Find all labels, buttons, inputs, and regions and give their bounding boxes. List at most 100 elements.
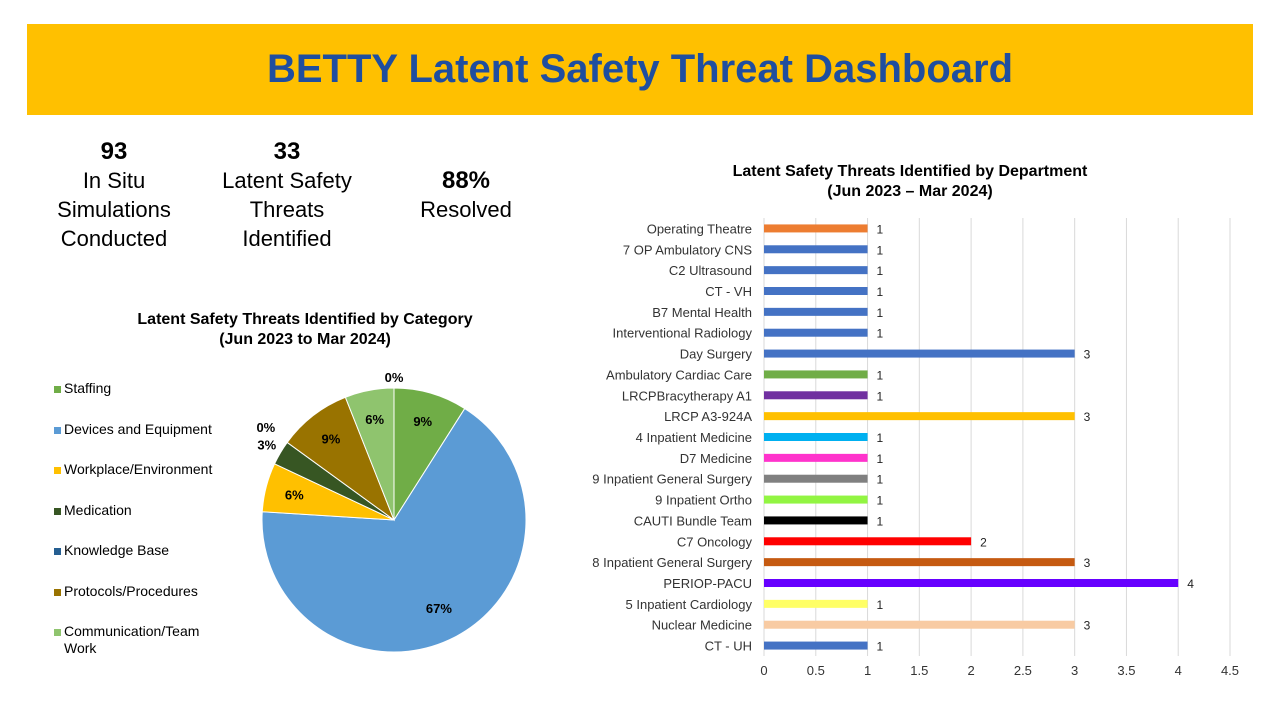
stat-label-line: Identified: [242, 226, 332, 251]
stat-simulations: 93 In Situ Simulations Conducted: [44, 137, 184, 253]
pie-slice: [344, 387, 395, 521]
stat-threats: 33 Latent Safety Threats Identified: [207, 137, 367, 253]
y-category-label: 5 Inpatient Cardiology: [626, 597, 753, 612]
x-tick-label: 3.5: [1117, 663, 1135, 678]
y-category-label: 9 Inpatient General Surgery: [592, 472, 752, 487]
x-tick-label: 4.5: [1221, 663, 1239, 678]
bar: [764, 266, 868, 275]
y-category-label: Nuclear Medicine: [652, 618, 752, 633]
y-category-label: C2 Ultrasound: [669, 263, 752, 278]
bar: [764, 599, 868, 608]
bar: [764, 537, 972, 546]
y-category-label: Day Surgery: [680, 347, 753, 362]
bar: [764, 495, 868, 504]
pie-slice-label: 3%: [257, 438, 276, 453]
bar-value-label: 1: [877, 452, 884, 466]
legend-label: Medication: [64, 501, 132, 518]
pie-slice-label: 0%: [256, 420, 275, 435]
stat-label-line: In Situ: [82, 168, 146, 193]
bar-value-label: 1: [877, 285, 884, 299]
legend-item: Medication: [54, 502, 224, 519]
bar: [764, 287, 868, 295]
stat-label-line: Conducted: [60, 226, 168, 251]
y-category-label: Ambulatory Cardiac Care: [606, 367, 752, 382]
dashboard-title: BETTY Latent Safety Threat Dashboard: [266, 47, 1014, 91]
bar: [764, 328, 868, 337]
bar-value-label: 3: [1084, 348, 1091, 362]
legend-swatch: [54, 588, 61, 596]
legend-label: Devices and Equipment: [64, 420, 212, 437]
stat-label-line: Resolved: [420, 197, 512, 222]
pie-title-line: Latent Safety Threats Identified by Cate…: [137, 311, 473, 328]
y-category-label: CT - UH: [705, 639, 752, 654]
pie-slice-label: 6%: [285, 487, 304, 502]
bar: [764, 412, 1075, 421]
bar: [764, 349, 1075, 358]
legend-label: Knowledge Base: [64, 542, 170, 558]
y-category-label: LRCPBracytherapy A1: [622, 388, 752, 403]
title-banner: BETTY Latent Safety Threat Dashboard: [27, 24, 1253, 115]
bar-value-label: 1: [877, 494, 884, 508]
stat-label-line: Latent Safety: [222, 168, 352, 193]
bar-value-label: 2: [980, 535, 987, 549]
y-category-label: LRCP A3-924A: [664, 409, 752, 424]
x-tick-label: 1.5: [910, 663, 928, 678]
x-tick-label: 1: [864, 663, 871, 678]
bar-value-label: 1: [877, 264, 884, 278]
legend-swatch: [54, 467, 61, 474]
pie-slice-label: 67%: [426, 601, 452, 616]
stat-value: 88%: [441, 167, 491, 194]
y-category-label: 8 Inpatient General Surgery: [592, 555, 752, 570]
pie-chart: 9% 67% 6% 3% 0% 9% 6% 0%: [256, 370, 527, 653]
bar-value-label: 1: [877, 389, 884, 403]
y-category-label: CT - VH: [705, 284, 752, 299]
y-category-label: C7 Oncology: [677, 534, 753, 549]
x-tick-label: 2.5: [1014, 663, 1032, 678]
y-category-label: Operating Theatre: [647, 221, 752, 236]
bar-value-label: 1: [877, 222, 884, 236]
legend-label: Staffing: [64, 380, 112, 396]
pie-slice-label: 9%: [321, 432, 340, 447]
bar-value-label: 1: [877, 514, 884, 528]
y-category-label: 9 Inpatient Ortho: [655, 493, 752, 508]
bar-value-label: 1: [877, 473, 884, 487]
x-tick-label: 4: [1175, 663, 1182, 678]
pie-subtitle-line: (Jun 2023 to Mar 2024): [219, 331, 391, 348]
bar-value-label: 3: [1084, 556, 1091, 570]
bar: [764, 579, 1179, 587]
bar: [764, 370, 868, 379]
stat-label-line: Simulations: [57, 197, 171, 222]
bar: [764, 641, 868, 650]
bar: [764, 558, 1075, 567]
bar: [764, 474, 868, 483]
bar-value-label: 1: [877, 306, 884, 320]
pie-top-label: 0%: [385, 370, 404, 385]
pie-slice-label: 6%: [365, 412, 384, 427]
bar-value-label: 1: [877, 243, 884, 257]
x-tick-label: 2: [967, 663, 974, 678]
stat-label-line: Threats: [249, 197, 325, 222]
x-tick-label: 0.5: [807, 663, 825, 678]
x-tick-label: 3: [1071, 663, 1078, 678]
bar: [764, 245, 868, 254]
bar-value-label: 3: [1084, 410, 1091, 424]
bar-title-line: Latent Safety Threats Identified by Depa…: [732, 163, 1088, 180]
bar-value-label: 4: [1187, 577, 1194, 591]
y-category-label: 7 OP Ambulatory CNS: [623, 242, 752, 257]
legend-label: Communication/Team Work: [64, 623, 200, 656]
pie-slice: [261, 407, 527, 653]
bar-value-label: 1: [877, 327, 884, 341]
y-category-label: CAUTI Bundle Team: [634, 513, 752, 528]
bar: [764, 307, 868, 316]
legend-label: Workplace/Environment: [64, 461, 213, 477]
bar-value-label: 1: [877, 368, 884, 382]
bar-value-label: 3: [1084, 619, 1091, 633]
legend-item: Communication/Team Work: [54, 623, 224, 657]
bar-value-label: 1: [877, 598, 884, 612]
legend-label: Protocols/Procedures: [64, 582, 198, 599]
legend-swatch: [54, 629, 61, 636]
pie-chart-title: Latent Safety Threats Identified by Cate…: [80, 310, 530, 350]
bar-value-label: 1: [877, 640, 884, 654]
legend-item: Workplace/Environment: [54, 461, 224, 478]
bar: [764, 516, 868, 525]
